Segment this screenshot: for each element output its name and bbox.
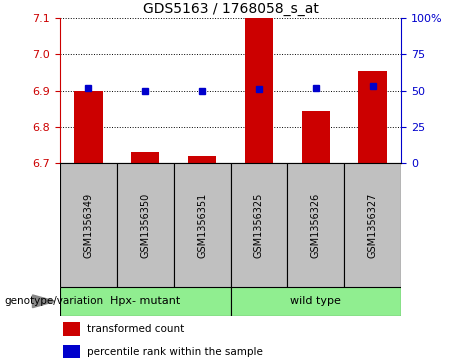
Text: percentile rank within the sample: percentile rank within the sample bbox=[87, 347, 263, 357]
Bar bbox=[131, 152, 160, 163]
Polygon shape bbox=[32, 295, 55, 308]
Bar bbox=[60, 287, 230, 316]
Title: GDS5163 / 1768058_s_at: GDS5163 / 1768058_s_at bbox=[142, 2, 319, 16]
Bar bbox=[301, 111, 330, 163]
Text: GSM1356349: GSM1356349 bbox=[83, 192, 94, 258]
Bar bbox=[117, 163, 174, 287]
Text: GSM1356327: GSM1356327 bbox=[367, 192, 378, 258]
Bar bbox=[60, 163, 117, 287]
Bar bbox=[63, 322, 80, 336]
Bar bbox=[344, 163, 401, 287]
Bar bbox=[230, 287, 401, 316]
Text: wild type: wild type bbox=[290, 296, 341, 306]
Bar bbox=[358, 71, 387, 163]
Bar bbox=[74, 91, 102, 163]
Text: GSM1356325: GSM1356325 bbox=[254, 192, 264, 258]
Text: GSM1356350: GSM1356350 bbox=[140, 192, 150, 258]
Bar bbox=[174, 163, 230, 287]
Text: GSM1356351: GSM1356351 bbox=[197, 192, 207, 258]
Bar bbox=[188, 156, 216, 163]
Text: Hpx- mutant: Hpx- mutant bbox=[110, 296, 180, 306]
Text: genotype/variation: genotype/variation bbox=[5, 295, 104, 306]
Text: GSM1356326: GSM1356326 bbox=[311, 192, 321, 258]
Bar bbox=[63, 345, 80, 358]
Text: transformed count: transformed count bbox=[87, 324, 184, 334]
Bar bbox=[230, 163, 287, 287]
Bar bbox=[245, 18, 273, 163]
Bar bbox=[287, 163, 344, 287]
